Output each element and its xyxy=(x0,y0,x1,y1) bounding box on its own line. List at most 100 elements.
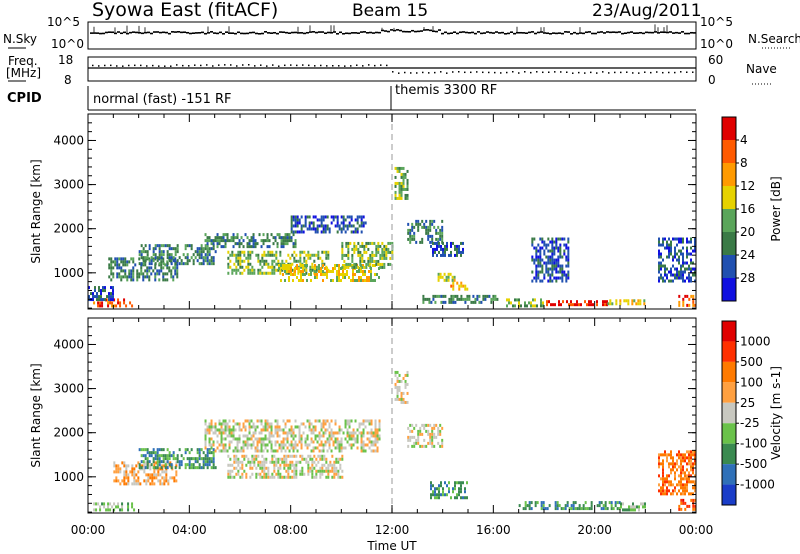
velocity-cell xyxy=(690,450,692,454)
velocity-cell xyxy=(344,446,347,450)
velocity-cell xyxy=(174,466,177,470)
velocity-cell xyxy=(154,454,157,458)
velocity-cell xyxy=(376,449,379,453)
velocity-cell xyxy=(140,454,143,458)
power-cell xyxy=(643,302,646,306)
power-cell xyxy=(302,270,304,273)
velocity-cell xyxy=(368,446,371,450)
velocity-cell xyxy=(220,437,223,441)
power-cell xyxy=(470,300,473,304)
power-cell xyxy=(100,295,102,299)
power-cell xyxy=(537,249,540,253)
velocity-cell xyxy=(540,501,543,505)
velocity-cell xyxy=(320,422,323,426)
power-cell xyxy=(220,239,223,243)
power-cell xyxy=(429,222,432,226)
power-cell xyxy=(672,273,674,277)
velocity-cell xyxy=(155,476,158,480)
power-cell xyxy=(394,193,397,197)
nsky-sample xyxy=(462,31,465,33)
velocity-cell xyxy=(690,474,692,478)
velocity-cell xyxy=(325,469,328,473)
velocity-cell xyxy=(301,472,304,476)
velocity-cell xyxy=(161,464,164,468)
power-cell xyxy=(168,269,171,273)
power-cell xyxy=(284,239,287,243)
power-cell xyxy=(567,246,570,250)
power-cell xyxy=(474,300,477,304)
velocity-cell xyxy=(686,489,688,493)
power-cell xyxy=(186,253,189,257)
nsky-sample xyxy=(597,31,600,34)
velocity-cell xyxy=(255,454,258,458)
velocity-cell xyxy=(432,493,434,497)
nsky-sample xyxy=(144,31,147,34)
velocity-cell xyxy=(528,504,531,508)
velocity-cell xyxy=(340,443,343,447)
power-cell xyxy=(451,278,454,282)
power-cell xyxy=(292,230,295,234)
power-cell xyxy=(304,264,306,267)
nave-sample xyxy=(284,64,286,67)
velocity-cell xyxy=(151,479,154,483)
velocity-cell xyxy=(400,394,403,398)
velocity-cell xyxy=(256,437,259,441)
power-cell xyxy=(286,239,289,243)
velocity-cell xyxy=(248,437,251,441)
power-cell xyxy=(557,270,560,274)
power-cell xyxy=(140,244,143,248)
power-cell xyxy=(261,256,264,260)
velocity-cell xyxy=(196,448,199,452)
velocity-cell xyxy=(694,462,696,466)
power-cell xyxy=(276,242,279,246)
power-cell xyxy=(358,270,360,273)
velocity-cell xyxy=(413,426,416,430)
nave-sample xyxy=(488,71,490,74)
power-cell xyxy=(192,259,195,263)
nave-sample xyxy=(140,64,142,67)
velocity-cell xyxy=(406,373,409,377)
velocity-cell xyxy=(292,437,295,441)
power-cell xyxy=(458,297,461,301)
velocity-cell xyxy=(206,466,209,470)
power-cell xyxy=(666,246,668,250)
velocity-cell xyxy=(243,469,246,473)
velocity-cell xyxy=(584,507,587,511)
power-cell xyxy=(373,241,376,245)
power-cell xyxy=(379,256,382,260)
power-cell xyxy=(668,243,670,247)
power-cell xyxy=(259,259,262,263)
power-cell xyxy=(462,241,464,245)
power-cell xyxy=(660,261,662,265)
power-cell xyxy=(402,166,405,170)
velocity-cell xyxy=(233,460,236,464)
velocity-cell xyxy=(332,440,335,444)
velocity-cell xyxy=(311,472,314,476)
power-cell xyxy=(158,250,161,254)
velocity-cell xyxy=(294,446,297,450)
power-cell xyxy=(129,301,132,305)
power-cell xyxy=(273,253,276,257)
velocity-cell xyxy=(354,437,357,441)
velocity-cell xyxy=(157,470,160,474)
nsky-sample xyxy=(510,31,513,33)
velocity-cell xyxy=(362,443,365,447)
power-cell xyxy=(670,267,672,271)
velocity-cell xyxy=(131,502,134,506)
velocity-cell xyxy=(263,475,266,479)
power-cell xyxy=(552,303,554,307)
power-cell xyxy=(670,270,672,274)
velocity-cell xyxy=(319,472,322,476)
power-cell xyxy=(316,276,318,279)
power-cell xyxy=(184,262,187,266)
velocity-cell xyxy=(226,422,229,426)
velocity-cell xyxy=(682,486,684,490)
power-cell xyxy=(547,237,550,241)
power-cell xyxy=(535,264,538,268)
velocity-cell xyxy=(163,479,166,483)
power-cell xyxy=(282,264,284,267)
nsky-sample xyxy=(519,31,522,34)
power-cell xyxy=(336,270,338,273)
power-cell xyxy=(224,239,227,243)
power-cell xyxy=(546,300,548,304)
